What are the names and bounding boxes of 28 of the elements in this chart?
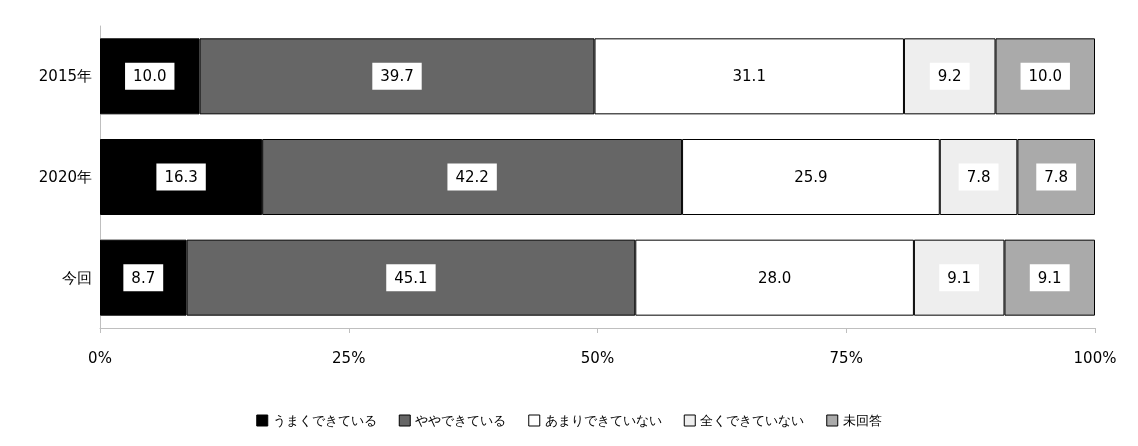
legend-label: 未回答 [842, 413, 882, 428]
data-label: 8.7 [131, 268, 156, 287]
data-label: 9.1 [947, 268, 972, 287]
y-tick-label: 2015年 [38, 67, 92, 86]
data-label: 39.7 [380, 67, 414, 86]
data-label: 10.0 [1028, 67, 1062, 86]
x-tick-label: 0% [88, 348, 112, 367]
data-label: 9.2 [937, 67, 962, 86]
data-label: 25.9 [794, 168, 828, 186]
data-label: 16.3 [164, 168, 198, 186]
data-label: 10.0 [133, 67, 167, 86]
x-tick-label: 75% [829, 348, 863, 367]
data-label: 9.1 [1037, 268, 1062, 287]
data-label: 31.1 [732, 67, 766, 86]
data-label: 28.0 [757, 268, 792, 287]
y-tick-label: 2020年 [38, 168, 92, 186]
y-tick-label: 今回 [62, 268, 92, 287]
x-tick-label: 50% [580, 348, 615, 367]
data-label: 45.1 [394, 268, 428, 287]
data-label: 42.2 [455, 168, 489, 186]
data-label: 7.8 [966, 168, 991, 186]
x-tick-label: 100% [1073, 348, 1117, 367]
legend-label: ややできている [415, 413, 507, 428]
legend-label: うまくできている [272, 413, 377, 428]
data-label: 7.8 [1044, 168, 1069, 186]
x-tick-label: 25% [332, 348, 366, 367]
legend-label: 全くできていない [700, 413, 805, 428]
legend-label: あまりできていない [544, 413, 662, 428]
